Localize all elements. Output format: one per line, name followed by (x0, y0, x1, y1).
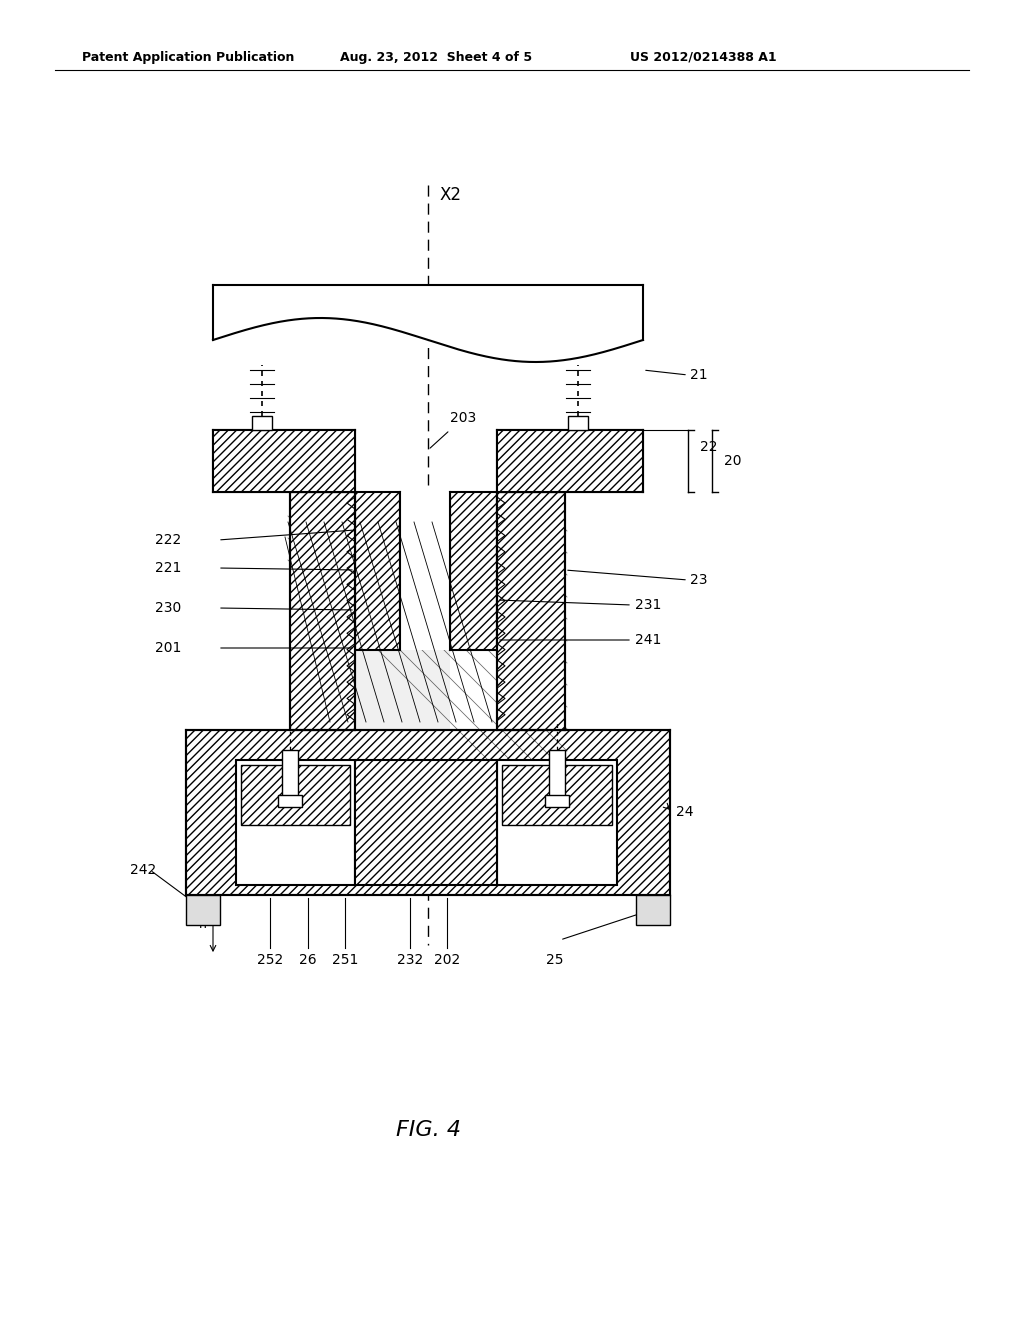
Bar (355, 760, 497, 884)
Text: US 2012/0214388 A1: US 2012/0214388 A1 (630, 50, 776, 63)
Bar (450, 492, 497, 649)
Text: 26: 26 (299, 953, 316, 968)
Bar (497, 760, 617, 884)
Bar (636, 895, 670, 925)
Text: 222: 222 (155, 533, 181, 546)
Text: 221: 221 (155, 561, 181, 576)
Bar (497, 430, 643, 492)
Bar (497, 492, 565, 730)
Bar (282, 750, 298, 805)
Text: 23: 23 (690, 573, 708, 587)
Bar (290, 492, 355, 730)
Text: 232: 232 (397, 953, 423, 968)
Text: 230: 230 (155, 601, 181, 615)
Text: 202: 202 (434, 953, 460, 968)
Bar (252, 416, 272, 430)
Bar (186, 730, 670, 895)
Text: X2: X2 (440, 186, 462, 205)
Bar (400, 492, 450, 649)
Text: 231: 231 (635, 598, 662, 612)
Bar (278, 795, 302, 807)
Text: Aug. 23, 2012  Sheet 4 of 5: Aug. 23, 2012 Sheet 4 of 5 (340, 50, 532, 63)
Text: 242: 242 (130, 863, 157, 876)
Bar (241, 766, 350, 825)
Text: 24: 24 (676, 805, 693, 818)
Text: h: h (199, 919, 207, 932)
Bar (186, 895, 220, 925)
Bar (355, 492, 400, 649)
Text: 252: 252 (257, 953, 283, 968)
Bar (502, 766, 612, 825)
Bar (549, 750, 565, 805)
Text: 21: 21 (690, 368, 708, 381)
Polygon shape (213, 285, 643, 362)
Text: 22: 22 (700, 440, 718, 454)
Bar (355, 492, 450, 730)
Bar (213, 430, 355, 492)
Text: 241: 241 (635, 634, 662, 647)
Bar (236, 760, 355, 884)
Text: 203: 203 (450, 411, 476, 425)
Text: Patent Application Publication: Patent Application Publication (82, 50, 294, 63)
Text: FIG. 4: FIG. 4 (395, 1119, 461, 1140)
Bar (545, 795, 569, 807)
Text: 25: 25 (546, 953, 564, 968)
Text: 251: 251 (332, 953, 358, 968)
Text: 201: 201 (155, 642, 181, 655)
Text: 20: 20 (724, 454, 741, 469)
Bar (568, 416, 588, 430)
